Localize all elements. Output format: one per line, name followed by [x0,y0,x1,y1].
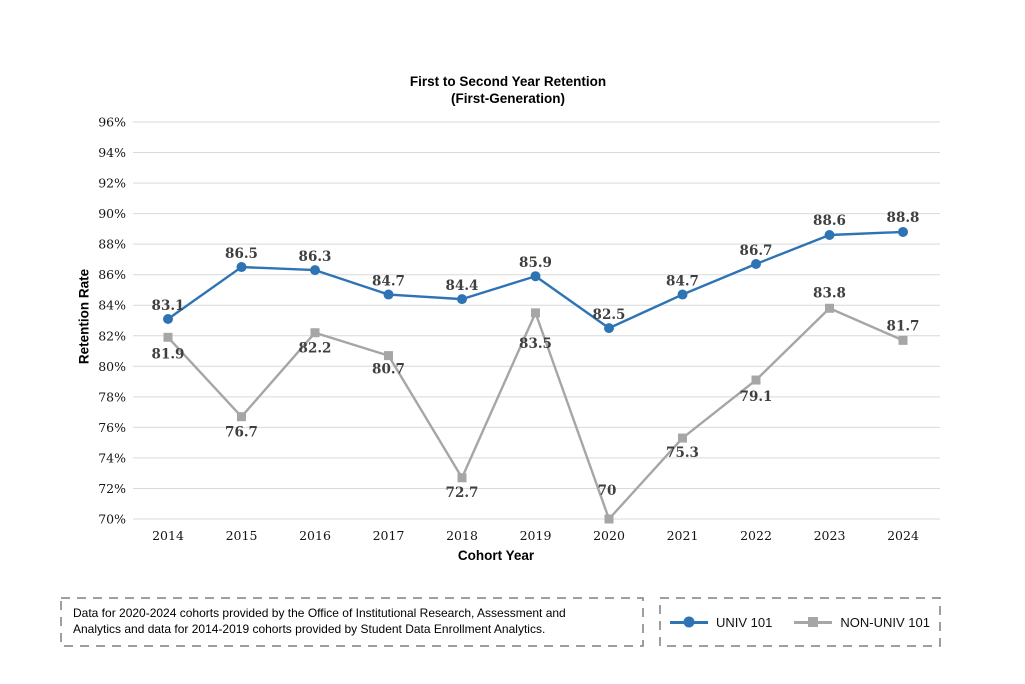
x-tick-label: 2016 [299,528,331,543]
data-point-marker [530,271,541,282]
y-tick-label: 72% [98,481,126,496]
legend-entry: NON-UNIV 101 [794,615,930,630]
chart-title-line1: First to Second Year Retention [409,74,607,89]
data-point-label: 75.3 [666,445,699,461]
data-point-label: 83.8 [813,285,846,301]
data-point-label: 84.7 [666,274,699,290]
univ-101-line-marker-icon [670,616,709,628]
x-tick-label: 2015 [226,528,258,543]
data-point-marker [824,229,835,240]
y-tick-label: 78% [98,389,126,404]
data-point-marker [236,262,247,273]
data-point-label: 84.7 [372,274,405,290]
data-point-marker [163,332,173,342]
data-point-marker [898,335,908,345]
x-axis-title: Cohort Year [457,548,535,563]
y-tick-label: 70% [98,512,126,527]
x-tick-label: 2018 [446,528,478,543]
x-tick-label: 2017 [373,528,405,543]
data-point-label: 83.5 [519,336,552,352]
x-tick-label: 2014 [152,528,184,543]
y-gridlines [133,121,940,520]
y-tick-label: 88% [98,237,126,252]
series-univ-101: 83.1 86.5 86.3 84.7 84.4 85.9 82.5 84.7 86.7 88.6… [152,210,920,334]
data-point-label: 86.5 [225,246,258,262]
y-tick-label: 74% [98,450,126,465]
non-univ-101-line-marker-icon [794,617,833,627]
data-point-marker [678,433,687,443]
source-note-text: Data for 2020-2024 cohorts provided by t… [73,605,634,637]
chart-legend: UNIV 101 NON-UNIV 101 [659,597,941,647]
legend-label-non-univ-101: NON-UNIV 101 [840,614,930,630]
series-non-univ-101: 81.9 76.7 82.2 80.7 72.7 83.5 70 75.3 79.1 83.8 81… [152,285,920,524]
legend-box-border [659,597,941,647]
x-tick-label: 2024 [887,528,919,543]
data-point-label: 81.9 [152,346,185,362]
legend-box: UNIV 101 NON-UNIV 101 [659,597,941,647]
data-point-marker [384,351,393,361]
x-tick-label: 2019 [520,528,552,543]
legend-label-univ-101: UNIV 101 [716,614,773,630]
x-tick-label: 2022 [740,528,772,543]
x-tick-label: 2020 [593,528,625,543]
data-point-label: 86.7 [740,243,773,259]
y-tick-label: 86% [98,267,126,282]
source-note-line2: Analytics and data for 2014-2019 cohorts… [73,622,546,636]
y-tick-labels: 70% 72% 74% 76% 78% 80% 82% 84% 86% 88% 90% 92% 94% 9… [98,115,126,527]
data-point-label: 83.1 [152,298,185,314]
chart-title: First to Second Year Retention (First-Ge… [308,73,708,107]
data-point-label: 82.5 [593,307,626,323]
y-tick-label: 92% [98,176,126,191]
data-point-marker [310,265,320,276]
data-point-label: 80.7 [372,362,405,378]
data-point-marker [457,294,467,305]
y-tick-label: 94% [98,145,126,160]
y-tick-label: 76% [98,420,126,435]
data-point-marker [677,289,688,300]
data-point-label: 84.4 [446,278,479,294]
data-point-label: 79.1 [740,389,773,405]
data-point-marker [310,328,320,338]
data-point-marker [898,226,908,237]
y-tick-label: 84% [98,298,126,313]
data-point-label: 85.9 [519,255,552,271]
x-tick-labels: 2014 2015 2016 2017 2018 2019 2020 2021 2022 2023… [152,528,919,543]
data-point-label: 88.8 [887,210,920,226]
data-point-label: 81.7 [887,318,920,334]
data-point-label: 70 [598,483,617,499]
data-point-marker [751,375,761,385]
data-point-marker [383,289,394,300]
data-point-marker [163,313,173,324]
source-note-box-border [60,597,644,647]
y-tick-label: 80% [98,359,126,374]
source-note-box: Data for 2020-2024 cohorts provided by t… [60,597,644,647]
data-point-marker [604,323,614,334]
data-point-label: 76.7 [225,425,258,441]
y-tick-label: 90% [98,206,126,221]
data-point-label: 82.2 [299,341,332,357]
data-point-marker [237,412,246,422]
chart-title-line2: (First-Generation) [450,91,565,106]
x-tick-label: 2023 [814,528,846,543]
data-point-marker [751,259,761,270]
legend-entry: UNIV 101 [670,615,772,630]
data-point-label: 72.7 [446,485,479,501]
data-point-label: 86.3 [299,249,332,265]
x-tick-label: 2021 [667,528,699,543]
data-point-marker [825,303,834,313]
data-point-marker [457,473,467,483]
source-note-line1: Data for 2020-2024 cohorts provided by t… [73,606,566,620]
data-point-marker [531,308,540,318]
data-point-label: 88.6 [813,213,846,229]
y-tick-label: 96% [98,115,126,130]
y-tick-label: 82% [98,328,126,343]
data-point-marker [604,514,614,524]
